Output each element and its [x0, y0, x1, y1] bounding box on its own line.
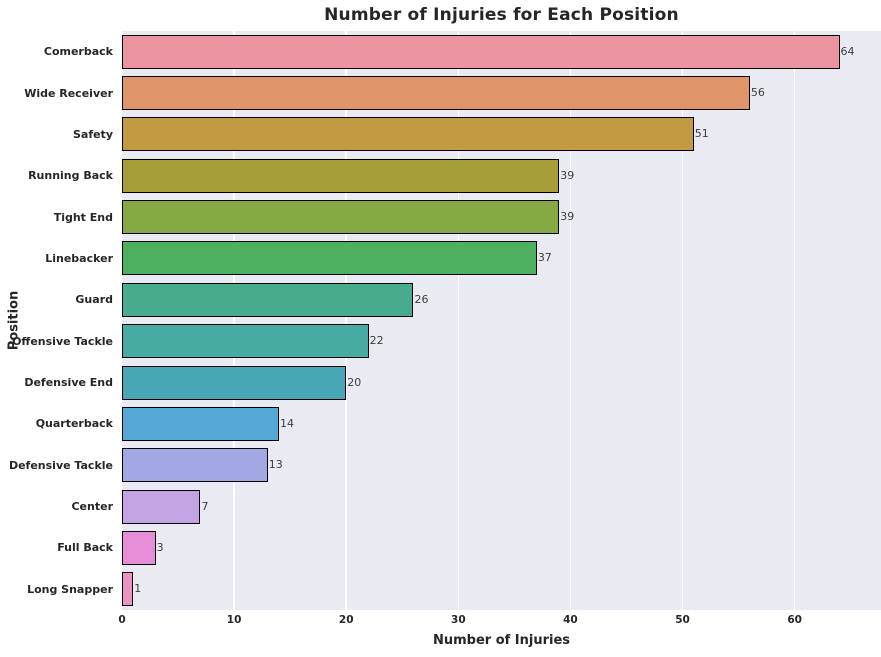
bar-value-label: 56: [750, 86, 765, 100]
bar-tight-end: [122, 200, 560, 235]
y-tick-label: Center: [71, 500, 113, 514]
bar-value-label: 20: [347, 375, 362, 389]
y-tick-label: Quarterback: [35, 417, 113, 431]
y-tick-label: Full Back: [57, 541, 113, 555]
bar-long-snapper: [122, 572, 134, 607]
y-tick-label: Safety: [72, 127, 113, 141]
x-axis-label: Number of Injuries: [432, 633, 571, 648]
x-tick-label: 0: [118, 614, 126, 626]
bar-value-label: 39: [560, 210, 575, 224]
bar-offensive-tackle: [122, 324, 369, 359]
x-tick-label: 30: [451, 614, 466, 626]
bar-full-back: [122, 530, 156, 565]
x-tick-label: 60: [787, 614, 802, 626]
bar-value-label: 1: [134, 582, 142, 596]
chart-title: Number of Injuries for Each Position: [324, 5, 679, 25]
gridline: [457, 31, 460, 610]
bar-value-label: 26: [414, 292, 429, 306]
x-tick-label: 40: [563, 614, 578, 626]
bar-comerback: [122, 34, 840, 69]
bar-value-label: 14: [279, 416, 294, 430]
bar-safety: [122, 117, 694, 152]
y-tick-label: Long Snapper: [27, 582, 113, 596]
bar-value-label: 13: [268, 458, 283, 472]
y-tick-label: Defensive End: [24, 376, 113, 390]
bar-defensive-end: [122, 365, 347, 400]
gridline: [793, 31, 796, 610]
gridline: [569, 31, 572, 610]
bar-quarterback: [122, 406, 279, 441]
gridline: [681, 31, 684, 610]
plot-area: 64 56 51 39 39 37 26 22 20 14 13 7 3 1: [122, 31, 881, 610]
bar-defensive-tackle: [122, 448, 268, 483]
gridline: [233, 31, 235, 610]
x-tick-label: 50: [675, 614, 690, 626]
gridline: [345, 31, 347, 610]
bar-running-back: [122, 158, 560, 193]
bar-value-label: 22: [369, 334, 384, 348]
bar-wide-receiver: [122, 76, 750, 111]
bar-value-label: 3: [156, 540, 164, 554]
y-tick-label: Tight End: [53, 210, 113, 224]
x-tick-label: 10: [226, 614, 242, 626]
y-tick-label: Defensive Tackle: [8, 458, 113, 472]
bar-value-label: 37: [537, 251, 552, 265]
y-tick-label: Comerback: [43, 45, 113, 59]
y-tick-label: Linebacker: [45, 251, 113, 265]
y-tick-label: Offensive Tackle: [12, 334, 113, 348]
bar-value-label: 51: [694, 127, 709, 141]
bar-center: [122, 489, 201, 524]
bar-linebacker: [122, 241, 537, 276]
y-tick-label: Running Back: [28, 169, 113, 183]
bar-guard: [122, 282, 414, 317]
bar-value-label: 7: [201, 499, 209, 513]
bar-value-label: 64: [840, 44, 855, 58]
bar-value-label: 39: [560, 168, 575, 182]
x-tick-label: 20: [338, 614, 354, 626]
y-tick-label: Guard: [75, 293, 113, 307]
y-tick-label: Wide Receiver: [24, 86, 113, 100]
